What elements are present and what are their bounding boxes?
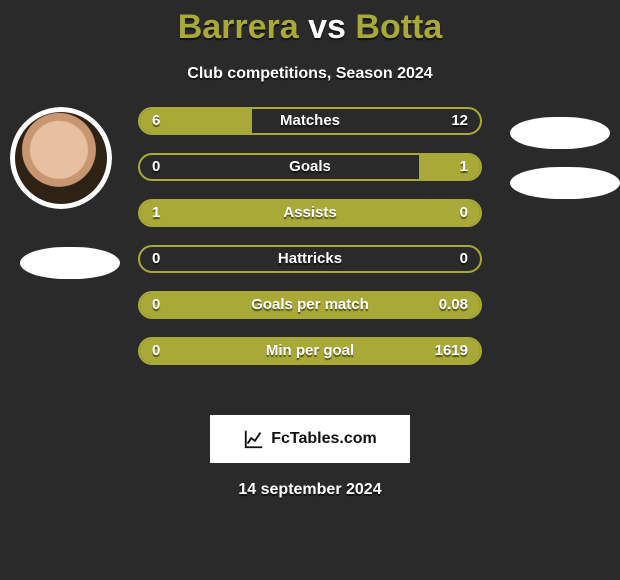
stat-bars: 612Matches 01Goals 10Assists 00Hattricks 00.… bbox=[138, 107, 482, 383]
logo-text: FcTables.com bbox=[271, 430, 377, 448]
stat-row: 01619Min per goal bbox=[138, 337, 482, 365]
vs-text: vs bbox=[308, 8, 346, 46]
avatar-ring bbox=[10, 107, 112, 209]
player2-name: Botta bbox=[355, 8, 442, 46]
stat-label: Goals bbox=[140, 155, 480, 179]
fctables-logo: FcTables.com bbox=[210, 415, 410, 463]
stat-row: 00Hattricks bbox=[138, 245, 482, 273]
comparison-stage: 612Matches 01Goals 10Assists 00Hattricks 00.… bbox=[0, 107, 620, 407]
stat-label: Goals per match bbox=[140, 293, 480, 317]
stat-label: Assists bbox=[140, 201, 480, 225]
player2-club-badge-2 bbox=[510, 167, 620, 199]
stat-label: Matches bbox=[140, 109, 480, 133]
subtitle: Club competitions, Season 2024 bbox=[0, 65, 620, 83]
stat-label: Min per goal bbox=[140, 339, 480, 363]
player1-name: Barrera bbox=[178, 8, 299, 46]
date-text: 14 september 2024 bbox=[0, 481, 620, 499]
stat-row: 10Assists bbox=[138, 199, 482, 227]
stat-label: Hattricks bbox=[140, 247, 480, 271]
chart-icon bbox=[243, 428, 265, 450]
player1-club-badge bbox=[20, 247, 120, 279]
stat-row: 01Goals bbox=[138, 153, 482, 181]
stat-row: 612Matches bbox=[138, 107, 482, 135]
comparison-title: Barrera vs Botta bbox=[0, 0, 620, 47]
stat-row: 00.08Goals per match bbox=[138, 291, 482, 319]
player1-avatar bbox=[10, 107, 112, 209]
player2-club-badge-1 bbox=[510, 117, 610, 149]
